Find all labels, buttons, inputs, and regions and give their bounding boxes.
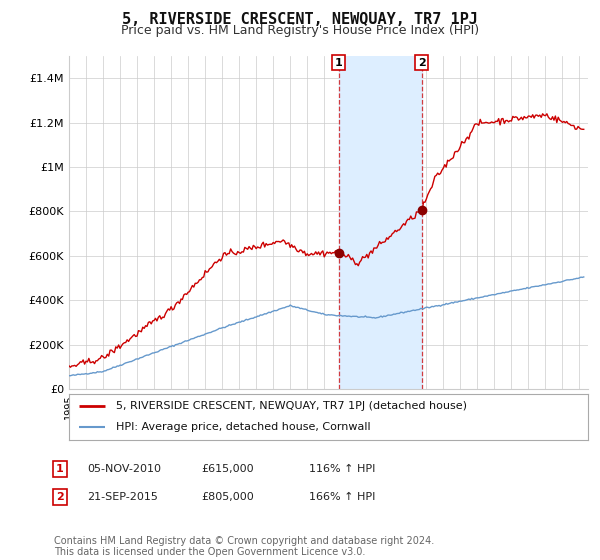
Text: 5, RIVERSIDE CRESCENT, NEWQUAY, TR7 1PJ: 5, RIVERSIDE CRESCENT, NEWQUAY, TR7 1PJ — [122, 12, 478, 27]
Text: 05-NOV-2010: 05-NOV-2010 — [87, 464, 161, 474]
Text: HPI: Average price, detached house, Cornwall: HPI: Average price, detached house, Corn… — [116, 422, 370, 432]
Text: 2: 2 — [56, 492, 64, 502]
Bar — [338, 56, 422, 389]
Text: £805,000: £805,000 — [201, 492, 254, 502]
Text: Price paid vs. HM Land Registry's House Price Index (HPI): Price paid vs. HM Land Registry's House … — [121, 24, 479, 37]
Text: 21-SEP-2015: 21-SEP-2015 — [87, 492, 158, 502]
Text: £615,000: £615,000 — [201, 464, 254, 474]
Text: 2: 2 — [418, 58, 425, 68]
Text: 166% ↑ HPI: 166% ↑ HPI — [309, 492, 376, 502]
Text: 116% ↑ HPI: 116% ↑ HPI — [309, 464, 376, 474]
Text: 1: 1 — [56, 464, 64, 474]
Text: 1: 1 — [335, 58, 343, 68]
Text: 5, RIVERSIDE CRESCENT, NEWQUAY, TR7 1PJ (detached house): 5, RIVERSIDE CRESCENT, NEWQUAY, TR7 1PJ … — [116, 401, 467, 411]
Text: Contains HM Land Registry data © Crown copyright and database right 2024.
This d: Contains HM Land Registry data © Crown c… — [54, 535, 434, 557]
